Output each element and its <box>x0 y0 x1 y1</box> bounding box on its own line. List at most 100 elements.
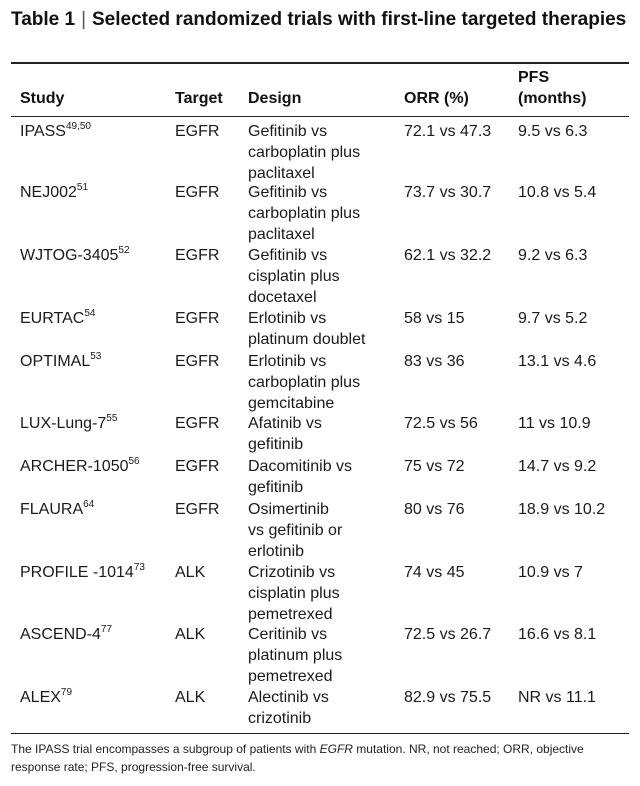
cell-study: EURTAC54 <box>20 308 170 329</box>
footnote-italic: EGFR <box>319 742 353 756</box>
header-orr: ORR (%) <box>404 90 469 107</box>
cell-pfs: 10.8 vs 5.4 <box>518 184 597 201</box>
cell-orr: 83 vs 36 <box>404 353 465 370</box>
cell-pfs: 9.2 vs 6.3 <box>518 247 588 264</box>
study-name: ALEX <box>20 689 61 706</box>
design-line: Ceritinib vs <box>248 626 328 643</box>
header-rule <box>11 116 629 117</box>
study-reference: 49,50 <box>65 121 91 132</box>
cell-pfs: 9.5 vs 6.3 <box>518 123 588 140</box>
design-line: gemcitabine <box>248 395 335 412</box>
study-name: PROFILE -1014 <box>20 564 134 581</box>
design-line: paclitaxel <box>248 226 315 243</box>
cell-design: Gefitinib vs carboplatin plus paclitaxel <box>248 121 393 184</box>
design-line: paclitaxel <box>248 165 315 182</box>
cell-pfs: 14.7 vs 9.2 <box>518 458 597 475</box>
design-line: vs gefitinib or <box>248 522 343 539</box>
header-design: Design <box>248 90 302 107</box>
cell-target: EGFR <box>175 501 220 518</box>
cell-pfs: NR vs 11.1 <box>518 689 596 706</box>
cell-design: Gefitinib vs cisplatin plus docetaxel <box>248 245 393 308</box>
cell-study: OPTIMAL53 <box>20 351 170 372</box>
design-line: carboplatin plus <box>248 374 361 391</box>
design-line: Gefitinib vs <box>248 184 328 201</box>
cell-target: EGFR <box>175 310 220 327</box>
design-line: Alectinib vs <box>248 689 329 706</box>
cell-orr: 62.1 vs 32.2 <box>404 247 492 264</box>
cell-pfs: 11 vs 10.9 <box>518 415 591 432</box>
study-reference: 64 <box>83 499 95 510</box>
design-line: gefitinib <box>248 479 304 496</box>
study-name: WJTOG-3405 <box>20 247 119 264</box>
cell-orr: 72.1 vs 47.3 <box>404 123 492 140</box>
study-reference: 56 <box>128 456 140 467</box>
cell-study: ALEX79 <box>20 687 170 708</box>
cell-pfs: 10.9 vs 7 <box>518 564 583 581</box>
cell-orr: 80 vs 76 <box>404 501 465 518</box>
design-line: Erlotinib vs <box>248 310 327 327</box>
cell-target: EGFR <box>175 184 220 201</box>
cell-orr: 74 vs 45 <box>404 564 465 581</box>
cell-orr: 75 vs 72 <box>404 458 465 475</box>
design-line: cisplatin plus <box>248 585 340 602</box>
cell-target: ALK <box>175 564 206 581</box>
table-label: Table 1 <box>11 9 76 30</box>
cell-pfs: 16.6 vs 8.1 <box>518 626 597 643</box>
design-line: platinum plus <box>248 647 343 664</box>
study-reference: 77 <box>100 624 113 635</box>
table-title: Table 1 | Selected randomized trials with … <box>11 8 631 32</box>
footnote-text-after: mutation. NR, not reached; ORR, objectiv… <box>11 742 584 774</box>
cell-orr: 82.9 vs 75.5 <box>404 689 492 706</box>
cell-target: ALK <box>175 626 206 643</box>
cell-target: EGFR <box>175 123 220 140</box>
cell-target: EGFR <box>175 353 220 370</box>
cell-pfs: 18.9 vs 10.2 <box>518 501 606 518</box>
design-line: erlotinib <box>248 543 305 560</box>
study-reference: 52 <box>118 245 130 256</box>
study-reference: 79 <box>60 687 73 698</box>
cell-study: IPASS49,50 <box>20 121 170 142</box>
study-reference: 54 <box>84 308 96 319</box>
cell-orr: 72.5 vs 56 <box>404 415 478 432</box>
design-line: platinum doublet <box>248 331 366 348</box>
cell-study: PROFILE -101473 <box>20 562 170 583</box>
bottom-rule <box>11 733 629 734</box>
header-study: Study <box>20 90 65 107</box>
cell-design: Osimertinib vs gefitinib or erlotinib <box>248 499 393 562</box>
cell-study: WJTOG-340552 <box>20 245 170 266</box>
design-line: Crizotinib vs <box>248 564 336 581</box>
study-name: EURTAC <box>20 310 85 327</box>
design-line: crizotinib <box>248 710 312 727</box>
design-line: gefitinib <box>248 436 304 453</box>
design-line: carboplatin plus <box>248 144 361 161</box>
cell-study: FLAURA64 <box>20 499 170 520</box>
footnote-text-before: The IPASS trial encompasses a subgroup o… <box>11 742 320 756</box>
study-name: ASCEND-4 <box>20 626 101 643</box>
top-rule <box>11 62 629 64</box>
design-line: Gefitinib vs <box>248 247 328 264</box>
cell-study: NEJ00251 <box>20 182 170 203</box>
cell-design: Crizotinib vs cisplatin plus pemetrexed <box>248 562 393 625</box>
study-reference: 73 <box>133 562 145 573</box>
design-line: pemetrexed <box>248 606 333 623</box>
cell-design: Gefitinib vs carboplatin plus paclitaxel <box>248 182 393 245</box>
cell-design: Afatinib vs gefitinib <box>248 413 393 455</box>
cell-orr: 72.5 vs 26.7 <box>404 626 492 643</box>
study-name: ARCHER-1050 <box>20 458 129 475</box>
design-line: Osimertinib <box>248 501 329 518</box>
table-title-text: Selected randomized trials with first-li… <box>92 9 627 30</box>
cell-design: Alectinib vs crizotinib <box>248 687 393 729</box>
study-name: IPASS <box>20 123 66 140</box>
cell-target: ALK <box>175 689 206 706</box>
design-line: Dacomitinib vs <box>248 458 353 475</box>
study-name: FLAURA <box>20 501 84 518</box>
design-line: pemetrexed <box>248 668 333 685</box>
design-line: Gefitinib vs <box>248 123 328 140</box>
header-pfs-line1: PFS <box>518 69 550 86</box>
design-line: cisplatin plus <box>248 268 340 285</box>
cell-design: Dacomitinib vs gefitinib <box>248 456 393 498</box>
title-separator: | <box>81 9 86 30</box>
design-line: Afatinib vs <box>248 415 322 432</box>
cell-target: EGFR <box>175 415 220 432</box>
